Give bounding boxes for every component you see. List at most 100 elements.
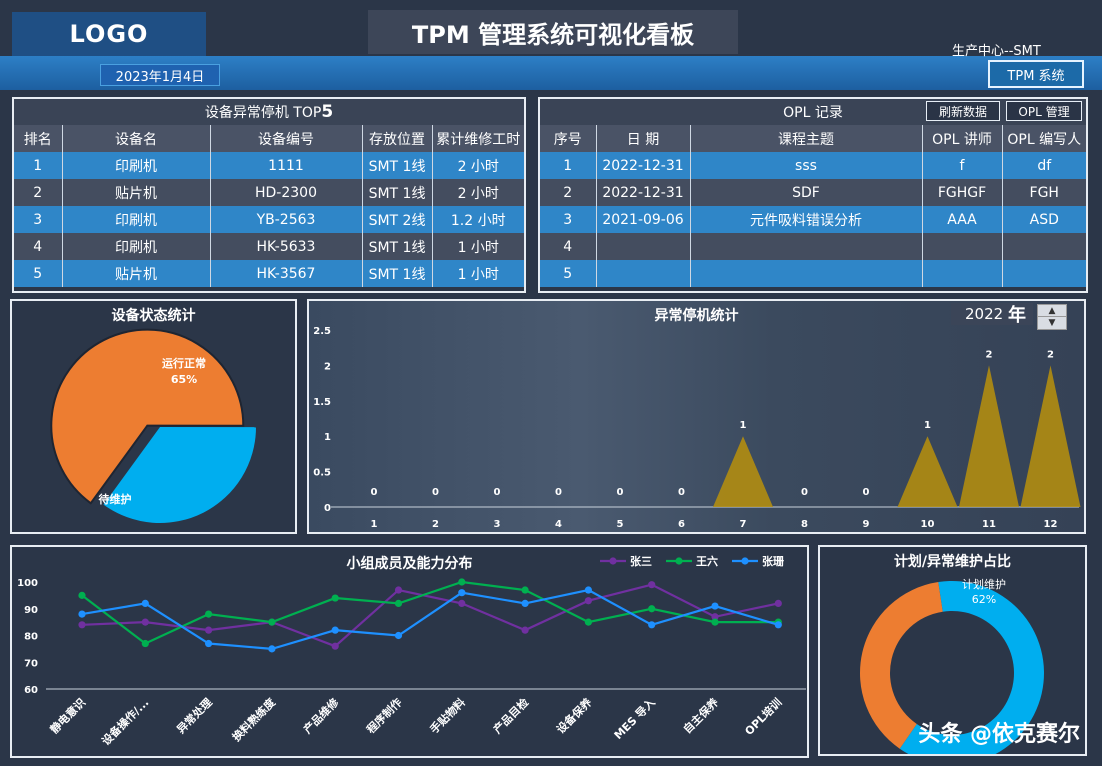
downtime-x-tick: 3 bbox=[494, 519, 501, 530]
donut-pct-plan: 62% bbox=[972, 593, 996, 606]
ability-x-tick: MES 导入 bbox=[612, 696, 658, 742]
downtime-y-tick: 0 bbox=[324, 503, 331, 514]
table-row: 3 印刷机 YB-2563 SMT 2线 1.2 小时 bbox=[14, 206, 524, 233]
table-cell: 5 bbox=[540, 260, 597, 287]
table-cell: 2 小时 bbox=[457, 185, 499, 202]
downtime-data-label: 0 bbox=[432, 487, 439, 498]
table-row: 4 印刷机 HK-5633 SMT 1线 1 小时 bbox=[14, 233, 524, 260]
donut-slice-plan bbox=[899, 581, 1044, 754]
ability-x-tick: 换料熟练度 bbox=[229, 695, 278, 744]
downtime-x-tick: 1 bbox=[371, 519, 378, 530]
top5-title-number: 5 bbox=[321, 102, 334, 122]
ability-x-tick: 产品目检 bbox=[490, 695, 531, 736]
ability-point bbox=[268, 645, 276, 653]
ability-title: 小组成员及能力分布 bbox=[346, 556, 473, 572]
status-pie-panel: 设备状态统计 运行正常 65% 待维护 bbox=[10, 299, 297, 534]
tpm-system-button[interactable]: TPM 系统 bbox=[988, 60, 1084, 88]
col-header: 排名 bbox=[14, 125, 63, 152]
ability-point bbox=[331, 594, 339, 602]
table-cell: HD-2300 bbox=[210, 179, 363, 206]
table-cell: 2022-12-31 bbox=[596, 179, 691, 206]
ability-y-tick: 100 bbox=[17, 578, 38, 589]
downtime-data-label: 0 bbox=[801, 487, 808, 498]
col-header: 设备名 bbox=[62, 125, 211, 152]
downtime-title: 异常停机统计 bbox=[654, 308, 739, 324]
ability-point bbox=[648, 581, 656, 589]
table-cell: 2 bbox=[14, 179, 63, 206]
downtime-area-peak bbox=[959, 365, 1019, 507]
downtime-data-label: 0 bbox=[494, 487, 501, 498]
ability-point bbox=[711, 618, 719, 626]
downtime-data-label: 2 bbox=[986, 349, 993, 360]
ability-point bbox=[141, 599, 149, 607]
downtime-y-tick: 0.5 bbox=[313, 468, 331, 479]
table-cell bbox=[922, 260, 1003, 287]
table-cell: FGH bbox=[1029, 184, 1059, 201]
downtime-x-tick: 11 bbox=[982, 519, 996, 530]
table-cell: 5 bbox=[14, 260, 63, 287]
pie-pct-running: 65% bbox=[171, 373, 197, 386]
table-cell bbox=[596, 233, 691, 260]
ability-point bbox=[78, 591, 86, 599]
downtime-area-peak bbox=[1020, 365, 1081, 507]
refresh-data-button[interactable]: 刷新数据 bbox=[926, 101, 1000, 121]
downtime-data-label: 1 bbox=[740, 420, 747, 431]
ability-point bbox=[205, 626, 213, 634]
ability-series-line bbox=[81, 583, 779, 648]
spinner-up-icon[interactable]: ▲ bbox=[1038, 305, 1066, 317]
col-header: 课程主题 bbox=[690, 125, 923, 152]
ability-y-tick: 80 bbox=[24, 632, 38, 643]
watermark: 头条 @依克赛尔 bbox=[918, 722, 1080, 747]
top5-panel: 设备异常停机 TOP 5 排名 设备名 设备编号 存放位置 累计维修工时 1 印刷… bbox=[12, 97, 526, 293]
downtime-data-label: 2 bbox=[1047, 349, 1054, 360]
year-spinner[interactable]: ▲ ▼ bbox=[1037, 304, 1067, 330]
ability-point bbox=[205, 610, 213, 618]
ability-point bbox=[141, 618, 149, 626]
table-row: 1 2022-12-31 sss f df bbox=[540, 152, 1086, 179]
legend-marker bbox=[609, 557, 617, 565]
plan-ratio-title: 计划/异常维护占比 bbox=[893, 554, 1012, 570]
table-cell bbox=[1002, 233, 1086, 260]
ability-panel: 小组成员及能力分布 60 70 80 90 100 静电意识 设备操作/... 异常处理 换料熟… bbox=[10, 545, 809, 758]
ability-chart: 60 70 80 90 100 静电意识 设备操作/... 异常处理 换料熟练度 产品维修 程序制作… bbox=[17, 554, 806, 748]
year-display: 2022 年 bbox=[951, 303, 1033, 326]
ability-x-tick: 异常处理 bbox=[174, 695, 215, 736]
table-cell: 1 bbox=[14, 152, 63, 179]
downtime-area-peak bbox=[713, 436, 773, 507]
ability-point bbox=[394, 599, 403, 607]
ability-point bbox=[711, 602, 719, 610]
opl-title-text: OPL 记录 bbox=[783, 105, 843, 121]
downtime-x-tick: 2 bbox=[432, 519, 439, 530]
table-cell: 2 小时 bbox=[457, 158, 499, 175]
table-row: 1 印刷机 1111 SMT 1线 2 小时 bbox=[14, 152, 524, 179]
pie-slice-maintenance bbox=[50, 328, 245, 505]
ability-point bbox=[141, 639, 149, 648]
table-row: 5 贴片机 HK-3567 SMT 1线 1 小时 bbox=[14, 260, 524, 287]
downtime-x-tick: 5 bbox=[617, 519, 624, 530]
ability-point bbox=[394, 586, 403, 594]
ability-point bbox=[774, 599, 782, 607]
opl-table: 序号 日 期 课程主题 OPL 讲师 OPL 编写人 1 2022-12-31 ss… bbox=[540, 125, 1086, 287]
table-cell: SDF bbox=[690, 179, 923, 206]
table-cell bbox=[596, 260, 691, 287]
logo: LOGO bbox=[12, 12, 206, 56]
downtime-x-tick: 10 bbox=[921, 519, 935, 530]
opl-manage-button[interactable]: OPL 管理 bbox=[1006, 101, 1082, 121]
ability-series-line bbox=[81, 588, 779, 650]
table-cell: 贴片机 bbox=[62, 260, 211, 287]
col-header: 日 期 bbox=[596, 125, 691, 152]
table-row: 2 2022-12-31 SDF FGHGF FGH bbox=[540, 179, 1086, 206]
downtime-x-tick: 9 bbox=[863, 519, 870, 530]
ability-point bbox=[521, 586, 529, 594]
spinner-down-icon[interactable]: ▼ bbox=[1048, 317, 1056, 328]
table-cell bbox=[690, 260, 923, 287]
ability-y-tick: 60 bbox=[24, 685, 38, 696]
ability-point bbox=[711, 613, 719, 621]
ability-point bbox=[331, 642, 339, 650]
col-header: 累计维修工时 bbox=[436, 131, 521, 148]
table-cell: 元件吸料错误分析 bbox=[690, 206, 923, 233]
donut-slice-abnormal bbox=[860, 582, 943, 749]
ability-series-line bbox=[81, 580, 779, 645]
table-cell: 1.2 小时 bbox=[450, 212, 506, 229]
table-cell: 1111 bbox=[210, 152, 363, 179]
